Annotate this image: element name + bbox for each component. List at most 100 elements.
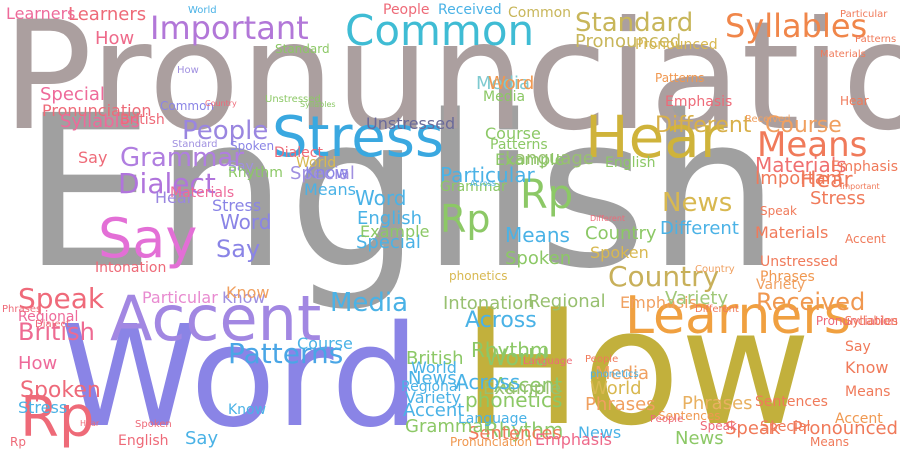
word-course: Course xyxy=(297,334,353,353)
word-different: Different xyxy=(655,113,752,138)
word-media: Media xyxy=(476,73,531,94)
word-english: English xyxy=(357,208,422,229)
word-sentences: Sentences xyxy=(468,423,562,444)
word-stress: Stress xyxy=(272,105,445,170)
word-speak: Speak xyxy=(760,204,797,218)
word-know: Know xyxy=(222,288,266,307)
word-hear: Hear xyxy=(80,419,100,428)
word-grammar: Grammar xyxy=(405,416,491,437)
word-media: Media xyxy=(595,363,650,384)
word-pronounced: Pronounced xyxy=(791,418,898,439)
word-means: Means xyxy=(845,384,891,400)
word-means: Means xyxy=(304,180,356,199)
word-news: News xyxy=(408,368,457,389)
word-special: Special xyxy=(356,232,421,253)
word-materials: Materials xyxy=(755,223,829,242)
word-means: Means xyxy=(505,223,570,247)
word-world: World xyxy=(485,346,549,371)
word-received: Received xyxy=(745,114,791,125)
word-dialect: Dialect xyxy=(274,145,323,161)
word-materials: Materials xyxy=(820,49,866,60)
word-intonation: Intonation xyxy=(95,260,167,276)
word-pronunciation: Pronunciation xyxy=(2,0,900,164)
word-hear: Hear xyxy=(155,188,194,207)
word-say: Say xyxy=(845,339,871,355)
word-country: Country xyxy=(608,260,720,293)
word-received: Received xyxy=(438,2,502,18)
word-english: English xyxy=(118,433,169,449)
word-say: Say xyxy=(78,148,108,167)
word-variety: Variety xyxy=(665,288,729,309)
word-accent: Accent xyxy=(403,400,465,421)
word-learners: Learners xyxy=(68,4,147,25)
word-sentences: Sentences xyxy=(658,409,721,423)
word-unstressed: Unstressed xyxy=(760,254,839,270)
word-british: British xyxy=(406,348,464,369)
word-people: People xyxy=(585,354,619,365)
word-syllables: Syllables xyxy=(844,314,898,328)
word-pronunciation: Pronunciation xyxy=(815,314,898,328)
word-different: Different xyxy=(590,214,626,223)
word-people: People xyxy=(182,116,269,146)
word-know: Know xyxy=(305,163,349,182)
word-say: Say xyxy=(185,428,219,449)
word-know: Know xyxy=(228,402,267,418)
word-syllables: Syllables xyxy=(300,100,336,109)
word-common: Common xyxy=(160,99,215,113)
word-world: World xyxy=(590,378,642,399)
word-know: Know xyxy=(845,358,889,377)
word-emphasis: Emphasis xyxy=(665,94,733,110)
word-british: British xyxy=(18,318,95,346)
word-people: People xyxy=(383,2,430,18)
word-across: Across xyxy=(465,308,537,333)
word-regional: Regional xyxy=(528,291,606,312)
word-how: How xyxy=(462,274,812,450)
word-accent: Accent xyxy=(845,232,886,246)
word-world: World xyxy=(296,155,337,171)
word-important: Important xyxy=(150,9,309,47)
word-spoken: Spoken xyxy=(135,419,172,430)
word-spoken: Spoken xyxy=(505,248,572,269)
word-word: Word xyxy=(60,296,420,450)
word-country: Country xyxy=(695,264,735,275)
word-emphasis: Emphasis xyxy=(620,293,697,312)
word-spoken: Spoken xyxy=(590,243,649,262)
word-accent: Accent xyxy=(835,411,883,427)
word-materials: Materials xyxy=(170,185,235,201)
word-particular: Particular xyxy=(142,288,218,307)
word-emphasis: Emphasis xyxy=(830,159,898,175)
word-means: Means xyxy=(757,125,868,165)
word-phrases: Phrases xyxy=(682,393,753,414)
word-accent: Accent xyxy=(494,373,563,397)
word-say: Say xyxy=(228,159,254,175)
word-country: Country xyxy=(585,223,657,244)
word-received: Received xyxy=(756,288,866,316)
word-know: Know xyxy=(226,283,270,302)
word-dialect: Dialect xyxy=(118,167,216,200)
word-media: Media xyxy=(483,89,526,105)
word-spoken: Spoken xyxy=(20,378,101,403)
word-patterns: Patterns xyxy=(655,71,705,85)
word-hear: Hear xyxy=(585,103,724,171)
word-phrases: Phrases xyxy=(760,269,815,285)
word-intonation: Intonation xyxy=(443,293,535,314)
word-english: English xyxy=(605,155,656,171)
word-media: Media xyxy=(330,288,409,318)
word-how: How xyxy=(95,28,135,49)
word-phrases: Phrases xyxy=(585,394,656,415)
word-world: World xyxy=(411,358,457,377)
word-news: News xyxy=(662,188,733,218)
word-grammar: Grammar xyxy=(440,179,507,195)
word-say: Say xyxy=(98,207,198,270)
word-rhythm: Rhythm xyxy=(228,165,283,181)
word-british: British xyxy=(120,112,165,128)
word-learners: Learners xyxy=(625,286,851,346)
word-stress: Stress xyxy=(810,188,866,209)
word-patterns: Patterns xyxy=(855,34,897,45)
word-say: Say xyxy=(216,235,261,263)
word-phrases: Phrases xyxy=(2,304,42,315)
word-language: Language xyxy=(523,356,573,367)
word-english: English xyxy=(22,70,781,315)
word-example: Example xyxy=(483,378,562,399)
word-rp: Rp xyxy=(10,435,26,449)
